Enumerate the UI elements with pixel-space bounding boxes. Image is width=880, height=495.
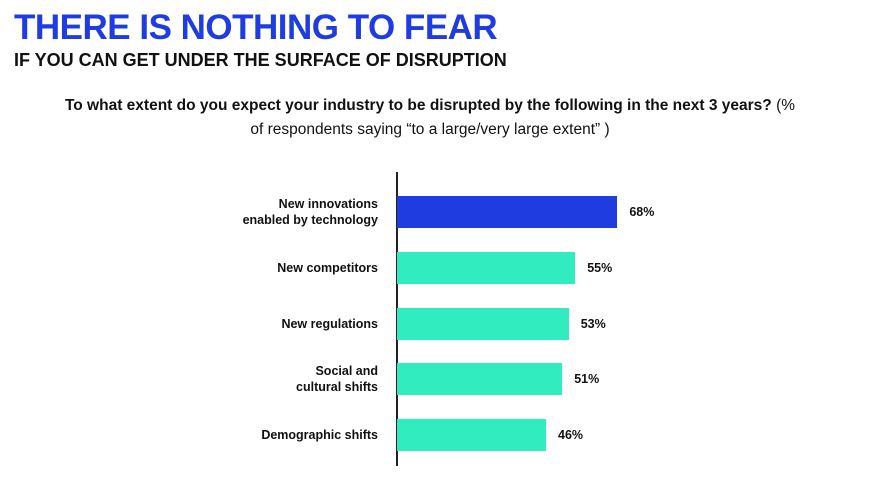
value-label: 55% (587, 260, 613, 275)
category-label: Demographic shifts (261, 428, 378, 443)
chart-subtitle: IF YOU CAN GET UNDER THE SURFACE OF DISR… (14, 50, 507, 70)
bar (397, 419, 547, 452)
question-note: (% of respondents saying “to a large/ver… (250, 97, 796, 138)
value-label: 53% (580, 316, 606, 331)
bar (397, 363, 563, 396)
bar (397, 251, 576, 284)
category-label: Social and cultural shifts (296, 364, 378, 395)
value-label: 51% (574, 372, 600, 387)
axis-line (396, 172, 398, 466)
category-label: New competitors (277, 260, 378, 275)
category-label: New regulations (281, 316, 378, 331)
bar (397, 196, 618, 228)
bar (397, 307, 569, 340)
value-label: 68% (629, 205, 655, 219)
category-label: New innovations enabled by technology (242, 197, 378, 227)
question-text: To what extent do you expect your indust… (64, 97, 772, 114)
question: To what extent do you expect your indust… (60, 94, 800, 142)
value-label: 46% (558, 428, 584, 443)
chart-title: THERE IS NOTHING TO FEAR (14, 8, 498, 47)
